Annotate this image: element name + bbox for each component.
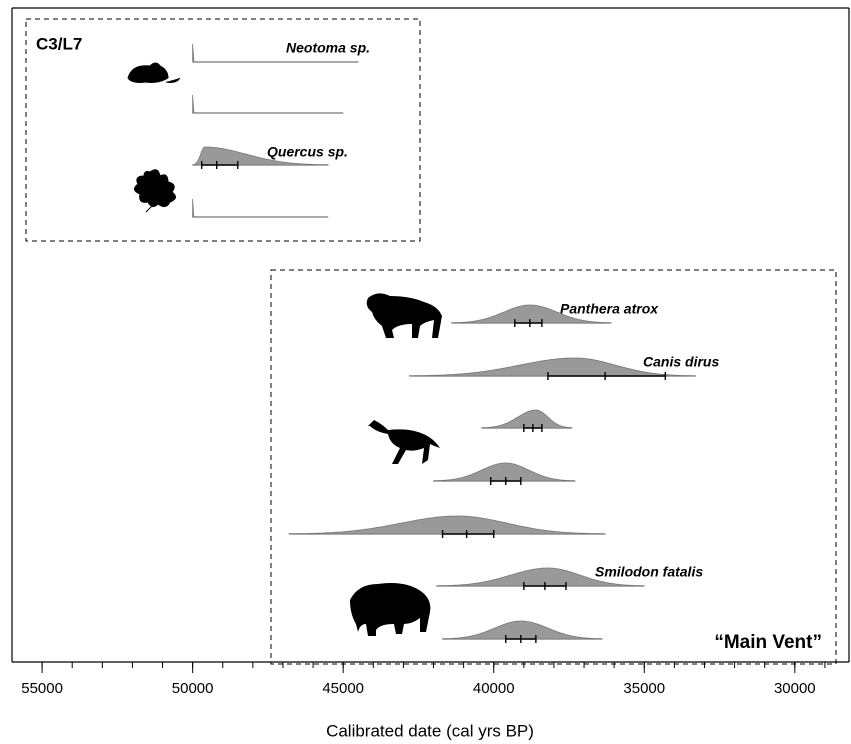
- taxon-label: Neotoma sp.: [286, 40, 370, 56]
- density: [434, 463, 576, 481]
- cougar-icon: [367, 293, 442, 338]
- taxon-label: Quercus sp.: [267, 144, 348, 160]
- mouse-icon: [128, 63, 180, 83]
- x-tick-label: 40000: [473, 680, 515, 697]
- taxon-label: Panthera atrox: [560, 301, 659, 317]
- page: {"chart_data": { "type": "density", "x_l…: [0, 0, 851, 744]
- x-tick-label: 55000: [21, 680, 63, 697]
- density: [289, 516, 605, 534]
- density: [443, 621, 603, 639]
- taxon-label: Smilodon fatalis: [595, 564, 703, 580]
- x-axis-label: Calibrated date (cal yrs BP): [326, 721, 534, 740]
- x-tick-label: 30000: [774, 680, 816, 697]
- frame: [12, 8, 849, 662]
- density: [193, 95, 344, 113]
- chart: C3/L7 “Main Vent” Neotoma sp. Quercus sp…: [0, 0, 851, 744]
- x-tick-label: 50000: [172, 680, 214, 697]
- leaf-icon: [134, 170, 175, 212]
- group-label: “Main Vent”: [714, 632, 822, 653]
- group-label: C3/L7: [36, 34, 82, 53]
- x-tick-label: 35000: [623, 680, 665, 697]
- density: [193, 199, 329, 217]
- taxon-label: Canis dirus: [643, 354, 719, 370]
- smilodon-icon: [350, 583, 430, 636]
- density: [482, 410, 572, 428]
- x-tick-label: 45000: [322, 680, 364, 697]
- wolf-icon: [368, 420, 440, 464]
